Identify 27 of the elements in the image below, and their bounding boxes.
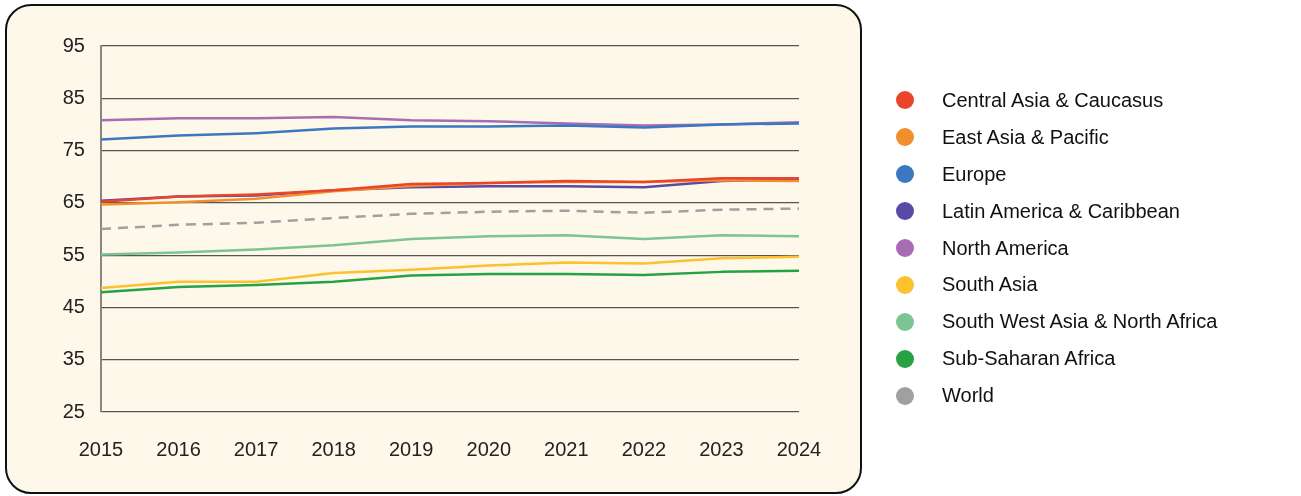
x-tick-label: 2020	[466, 437, 512, 460]
y-tick-label: 55	[62, 242, 85, 265]
x-tick-label: 2022	[621, 437, 667, 460]
x-tick-label: 2015	[78, 437, 124, 460]
y-tick-label: 35	[62, 347, 85, 370]
legend-label: South West Asia & North Africa	[942, 310, 1218, 334]
x-tick-label: 2016	[156, 437, 201, 460]
legend-label: Europe	[942, 162, 1007, 186]
legend-label: South Asia	[942, 273, 1038, 297]
legend-label: Sub-Saharan Africa	[942, 347, 1116, 371]
x-tick-label: 2018	[311, 437, 356, 460]
x-tick-label: 2017	[233, 437, 279, 460]
x-tick-label: 2019	[388, 437, 434, 460]
legend-label: Latin America & Caribbean	[942, 199, 1180, 223]
y-tick-label: 75	[62, 138, 85, 161]
y-tick-label: 45	[62, 294, 85, 317]
x-tick-label: 2021	[544, 437, 589, 460]
legend-label: North America	[942, 236, 1069, 260]
legend-label: East Asia & Pacific	[942, 125, 1109, 149]
legend-label: Central Asia & Caucasus	[942, 88, 1164, 112]
y-tick-label: 95	[62, 33, 85, 56]
x-tick-label: 2024	[776, 437, 822, 460]
y-tick-label: 25	[62, 399, 85, 422]
y-tick-label: 85	[62, 85, 85, 108]
y-tick-label: 65	[62, 190, 85, 213]
x-tick-label: 2023	[699, 437, 744, 460]
legend-label: World	[942, 384, 994, 408]
